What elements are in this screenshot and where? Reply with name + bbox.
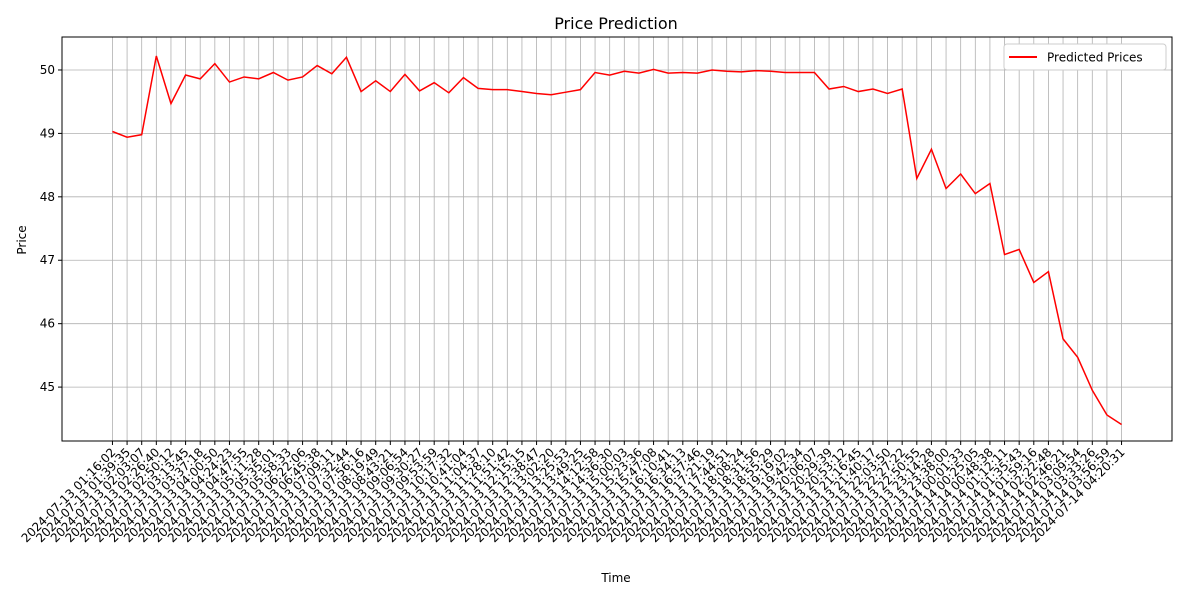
y-tick-label: 49 [40,126,55,140]
y-tick-label: 50 [40,63,55,77]
x-axis-label: Time [600,571,630,585]
plot-frame [61,36,1173,442]
legend-label: Predicted Prices [1047,51,1143,65]
y-axis-label: Price [15,225,29,254]
legend: Predicted Prices [1003,43,1167,71]
y-tick-label: 46 [40,317,55,331]
y-tick-label: 47 [40,253,55,267]
y-tick-label: 45 [40,380,55,394]
line [112,55,1122,426]
chart-title: Price Prediction [554,14,678,33]
y-tick-label: 48 [40,190,55,204]
legend-box [1003,43,1167,71]
